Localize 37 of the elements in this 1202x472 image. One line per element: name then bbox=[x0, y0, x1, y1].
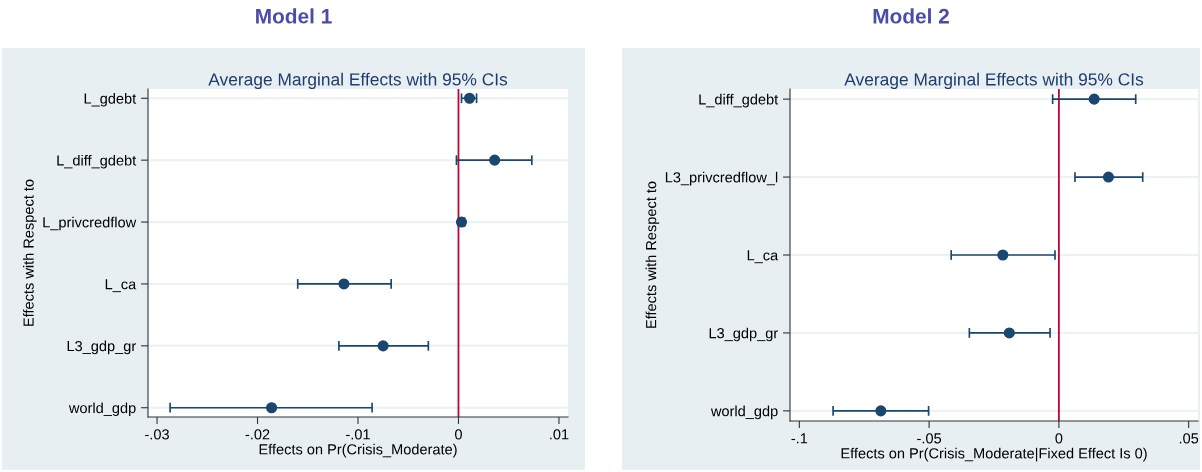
x-tick-label: -.02 bbox=[245, 429, 270, 440]
point bbox=[875, 405, 887, 417]
x-tick-label: -.01 bbox=[346, 429, 370, 440]
x-axis-title: Effects on Pr(Crisis_Moderate|Fixed Effect Is 0) bbox=[841, 447, 1147, 462]
y-tick-label: world_gdp bbox=[710, 405, 778, 420]
point bbox=[1088, 93, 1100, 105]
y-axis-title: Effects with Respect to bbox=[23, 179, 37, 326]
point bbox=[266, 402, 278, 414]
x-tick-label: .05 bbox=[1179, 433, 1199, 444]
point bbox=[377, 340, 389, 352]
x-tick-label: 0 bbox=[1055, 433, 1063, 444]
y-tick-label: L3_gdp_gr bbox=[67, 340, 136, 355]
x-tick-label: -.03 bbox=[145, 429, 169, 440]
y-tick-label: world_gdp bbox=[68, 402, 136, 417]
point bbox=[489, 154, 501, 166]
y-tick-label: L_diff_gdebt bbox=[699, 93, 779, 108]
y-tick-label: L_diff_gdebt bbox=[57, 154, 137, 169]
chart-title: Model 1 bbox=[256, 8, 332, 24]
chart-subtitle: Average Marginal Effects with 95% CIs bbox=[208, 72, 508, 89]
x-tick-label: -.1 bbox=[791, 433, 808, 444]
point bbox=[338, 278, 350, 290]
point bbox=[997, 249, 1009, 261]
x-tick-label: .01 bbox=[550, 429, 569, 440]
y-axis-title: Effects with Respect to bbox=[645, 181, 660, 328]
point bbox=[1003, 327, 1015, 339]
y-tick-label: L_privcredflow bbox=[43, 216, 137, 231]
x-axis-title: Effects on Pr(Crisis_Moderate) bbox=[259, 443, 457, 458]
y-tick-label: L_ca bbox=[747, 250, 779, 264]
x-tick-label: -.05 bbox=[917, 433, 942, 444]
y-tick-label: L_gdebt bbox=[84, 93, 137, 107]
y-tick-label: L3_gdp_gr bbox=[709, 327, 778, 342]
y-tick-label: L3_privcredflow_l bbox=[665, 171, 778, 186]
point bbox=[1102, 171, 1115, 183]
y-tick-label: L_ca bbox=[105, 279, 137, 293]
chart-title: Model 2 bbox=[873, 8, 949, 24]
x-tick-label: 0 bbox=[454, 429, 462, 440]
chart-subtitle: Average Marginal Effects with 95% CIs bbox=[844, 72, 1144, 89]
